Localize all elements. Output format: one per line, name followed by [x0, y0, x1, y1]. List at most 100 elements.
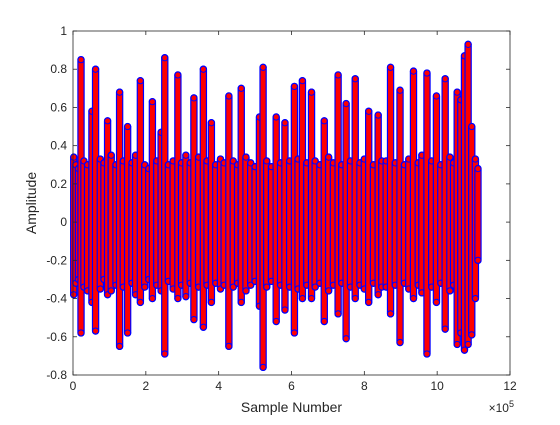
data-point-stack: [267, 162, 276, 286]
data-point-stack: [136, 76, 145, 307]
data-point-outer: [311, 283, 319, 291]
data-point-outer: [263, 157, 271, 165]
data-point-inner: [218, 156, 223, 162]
data-point-outer: [351, 294, 359, 303]
data-point-inner: [138, 300, 143, 305]
data-point-outer: [386, 63, 395, 71]
data-point-outer: [124, 329, 132, 337]
data-point-outer: [386, 310, 395, 318]
data-point-outer: [453, 340, 461, 349]
data-point-inner: [209, 120, 214, 126]
x-axis-exponent-power: 5: [509, 399, 514, 409]
data-point-inner: [226, 344, 232, 349]
data-point-outer: [96, 285, 104, 293]
data-point-outer: [216, 155, 225, 163]
y-tick-label: -0.8: [46, 368, 67, 382]
data-point-outer: [409, 67, 418, 75]
y-tick-label: 1: [60, 24, 67, 38]
data-point-inner: [243, 154, 249, 160]
data-point-outer: [199, 65, 207, 73]
data-point-inner: [230, 158, 236, 164]
data-point-inner: [150, 99, 155, 105]
data-point-outer: [432, 92, 441, 100]
data-point-outer: [182, 293, 190, 301]
data-point-outer: [351, 75, 359, 83]
data-point-inner: [282, 307, 288, 313]
data-point-inner: [93, 66, 98, 72]
data-point-inner: [326, 288, 331, 294]
data-point-inner: [388, 65, 393, 70]
data-point-outer: [464, 40, 472, 48]
data-point-inner: [226, 93, 232, 99]
data-point-outer: [423, 350, 431, 358]
x-tick-label: 6: [288, 379, 295, 393]
data-point-inner: [125, 124, 130, 129]
x-axis-exponent-base: ×10: [489, 401, 510, 415]
data-point-stack: [91, 65, 100, 335]
data-point-outer: [148, 98, 156, 106]
data-point-inner: [238, 300, 244, 305]
data-point-inner: [465, 342, 471, 347]
data-point-stack: [298, 76, 307, 303]
x-tick-label: 8: [361, 379, 368, 393]
data-point-stack: [400, 161, 409, 287]
data-point-outer: [342, 100, 350, 108]
data-point-outer: [237, 298, 245, 306]
data-point-outer: [116, 342, 124, 350]
data-point-outer: [174, 71, 182, 79]
data-point-outer: [471, 155, 480, 163]
data-point-outer: [365, 107, 373, 115]
data-point-outer: [174, 294, 182, 303]
data-point-stack: [311, 157, 319, 291]
data-point-inner: [282, 120, 288, 126]
data-point-inner: [434, 300, 439, 305]
data-point-stack: [220, 159, 228, 289]
data-point-stack: [281, 119, 289, 314]
data-point-outer: [453, 88, 461, 96]
data-point-outer: [199, 323, 207, 331]
data-point-outer: [464, 340, 472, 349]
data-point-outer: [334, 310, 342, 318]
y-axis-label: Amplitude: [23, 172, 39, 234]
data-point-inner: [343, 336, 349, 341]
data-point-stack: [107, 151, 115, 295]
data-point-inner: [71, 292, 77, 298]
data-point-inner: [335, 311, 341, 317]
data-point-outer: [103, 117, 112, 125]
data-point-inner: [260, 365, 266, 370]
data-point-inner: [300, 78, 305, 83]
data-point-outer: [281, 306, 289, 314]
data-point-inner: [81, 158, 87, 164]
data-point-outer: [307, 88, 316, 96]
data-point-inner: [469, 124, 475, 129]
data-point-inner: [273, 114, 279, 120]
data-point-outer: [242, 287, 250, 295]
data-point-inner: [312, 158, 318, 164]
data-point-outer: [396, 338, 404, 347]
data-point-inner: [218, 286, 223, 292]
x-tick-label: 10: [430, 379, 444, 393]
data-point-inner: [248, 160, 254, 166]
data-point-outer: [141, 161, 149, 169]
data-point-outer: [225, 342, 233, 350]
data-point-inner: [183, 152, 189, 158]
data-point-inner: [183, 294, 189, 299]
data-point-outer: [325, 153, 333, 161]
data-point-stack: [320, 117, 328, 326]
data-point-stack: [247, 159, 255, 289]
data-point-outer: [91, 327, 100, 335]
data-point-inner: [117, 344, 122, 349]
data-point-inner: [411, 296, 416, 301]
data-point-outer: [307, 294, 316, 303]
data-point-inner: [260, 65, 266, 70]
data-point-inner: [201, 66, 206, 72]
data-point-inner: [442, 326, 448, 332]
data-point-outer: [116, 88, 124, 96]
data-point-outer: [446, 287, 454, 295]
y-tick-label: -0.4: [46, 292, 67, 306]
data-point-outer: [207, 298, 215, 306]
data-point-inner: [117, 89, 122, 95]
data-point-outer: [320, 317, 328, 326]
data-point-outer: [259, 63, 267, 71]
